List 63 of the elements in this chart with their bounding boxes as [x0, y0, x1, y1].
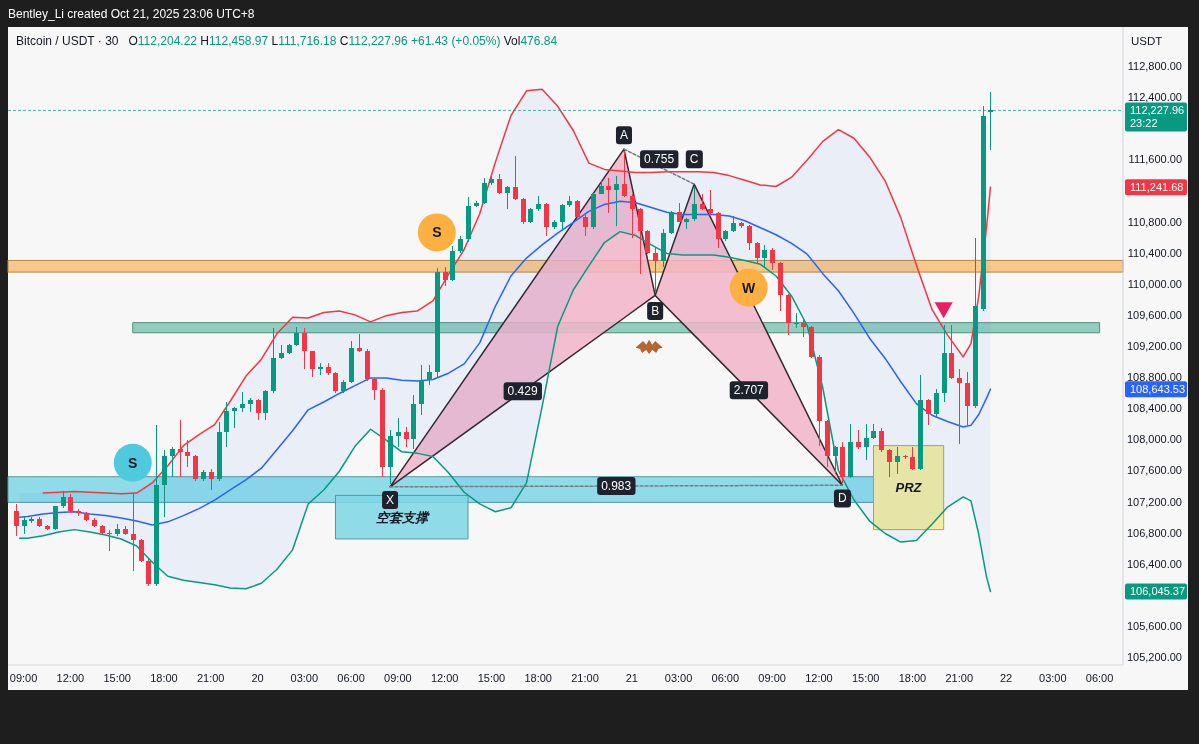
y-tick: 107,600.00 [1126, 464, 1182, 477]
signal-label: S [432, 224, 442, 241]
x-tick: 12:00 [56, 671, 85, 684]
x-tick: 12:00 [430, 671, 459, 684]
annotation: X [386, 493, 395, 508]
zone-label: PRZ [895, 480, 922, 496]
x-tick: 15:00 [477, 671, 506, 684]
y-tick: 110,800.00 [1127, 215, 1182, 228]
subtitle: O112,204.22 H112,458.97 L111,716.18 C112,227.96 +61.43 (+0.05%) Vol476.84 [128, 34, 558, 48]
x-tick: 21:00 [571, 671, 599, 684]
caption: Bentley_Li created Oct 21, 2025 23:06 UTC+8 [8, 7, 255, 21]
y-tick: 112,800.00 [1127, 59, 1182, 72]
price-label: 112,227.96 23:22 [1125, 102, 1187, 132]
annotation: C [689, 152, 699, 167]
x-tick: 03:00 [664, 671, 693, 684]
price-label: 106,045.37 [1125, 583, 1187, 600]
x-tick: 22 [999, 671, 1013, 684]
y-tick: 106,400.00 [1126, 557, 1182, 570]
annotation: A [619, 128, 628, 143]
x-tick: 15:00 [851, 671, 880, 684]
y-tick: 109,200.00 [1126, 340, 1182, 352]
x-tick: 18:00 [898, 671, 927, 684]
y-tick: 110,400.00 [1127, 246, 1182, 259]
y-tick: 106,800.00 [1126, 526, 1182, 539]
x-tick: 18:00 [524, 671, 552, 684]
x-tick: 15:00 [103, 671, 131, 684]
x-tick: 03:00 [290, 671, 319, 684]
x-tick: 20 [251, 671, 264, 684]
x-tick: 18:00 [150, 671, 178, 684]
x-tick: 09:00 [9, 671, 38, 684]
y-tick: 110,000.00 [1127, 277, 1182, 290]
y-tick: 111,600.00 [1128, 153, 1182, 166]
y-tick: 105,600.00 [1126, 620, 1182, 633]
title: Bitcoin / USDT · 30 [16, 34, 119, 48]
x-tick: 06:00 [1085, 671, 1114, 684]
annotation: 0.983 [601, 479, 632, 494]
x-tick: 09:00 [758, 671, 786, 684]
y-tick: 108,400.00 [1126, 402, 1182, 415]
annotation: 2.707 [733, 383, 765, 398]
annotation: 0.429 [507, 384, 538, 399]
price-label: 108,643.53 [1125, 381, 1187, 398]
y-tick: 105,200.00 [1126, 651, 1182, 664]
y-tick: 109,600.00 [1126, 308, 1182, 321]
y-tick: 108,000.00 [1126, 433, 1182, 446]
signal-label: S [128, 454, 138, 471]
x-tick: 06:00 [337, 671, 365, 684]
price-label: 111,241.68 [1125, 179, 1187, 196]
x-tick: 03:00 [1039, 671, 1067, 684]
y-tick: 107,200.00 [1126, 495, 1182, 508]
annotation: 0.755 [644, 152, 675, 167]
x-tick: 09:00 [384, 671, 412, 684]
y-label: USDT [1131, 35, 1163, 47]
x-tick: 12:00 [805, 671, 833, 684]
x-tick: 21:00 [945, 671, 973, 684]
zone-label: 空套支撑 [375, 509, 428, 525]
x-tick: 06:00 [711, 671, 740, 684]
signal-label: W [742, 279, 756, 296]
y-tick: 112,400.00 [1127, 91, 1182, 103]
x-tick: 21 [625, 671, 638, 684]
x-tick: 21:00 [196, 671, 225, 684]
annotation: D [837, 491, 847, 506]
annotation: B [651, 303, 660, 318]
y-tick: 108,800.00 [1126, 371, 1182, 384]
